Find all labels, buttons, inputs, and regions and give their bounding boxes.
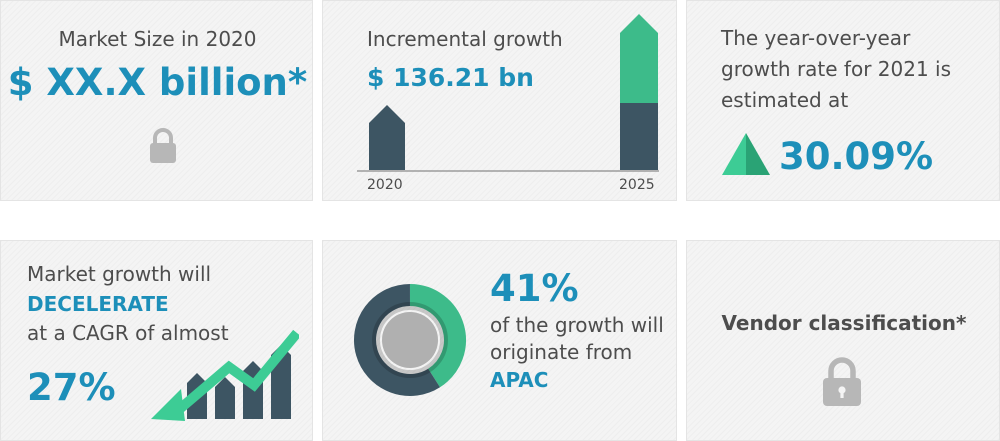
cagr-text-line1: Market growth will [27, 262, 212, 286]
cagr-decelerate: DECELERATE [27, 292, 169, 316]
market-size-card: Market Size in 2020 $ XX.X billion* [0, 0, 313, 201]
growth-bar-chart [357, 14, 659, 172]
lock-icon [150, 128, 176, 163]
donut-center [382, 312, 438, 368]
donut-slice-apac [409, 284, 466, 388]
cagr-value: 27% [27, 366, 116, 409]
lock-icon [823, 357, 861, 406]
bar-2025-increment [620, 14, 658, 103]
market-size-value: $ XX.X billion* [7, 61, 308, 104]
market-size-title: Market Size in 2020 [58, 27, 257, 51]
yoy-growth-card: The year-over-year growth rate for 2021 … [686, 0, 1000, 201]
region-text-line1: of the growth will [490, 313, 664, 337]
bar-2020 [369, 105, 405, 170]
declining-trend-icon [151, 329, 299, 421]
donut-slice-rest [354, 284, 440, 396]
regional-share-card: 41% of the growth will originate from AP… [322, 240, 677, 441]
incremental-growth-value: $ 136.21 bn [367, 63, 534, 92]
region-share-value: 41% [490, 267, 579, 310]
incremental-growth-card: Incremental growth $ 136.21 bn 2020 2025 [322, 0, 677, 201]
yoy-growth-value: 30.09% [779, 135, 934, 178]
axis-label-2020: 2020 [367, 177, 403, 193]
yoy-text-line3: estimated at [721, 88, 849, 112]
donut-chart-icon [354, 284, 466, 396]
region-name: APAC [490, 368, 549, 392]
axis-label-2025: 2025 [619, 177, 655, 193]
vendor-classification-card: Vendor classification* [686, 240, 1000, 441]
cagr-card: Market growth will DECELERATE at a CAGR … [0, 240, 313, 441]
vendor-classification-title: Vendor classification* [721, 311, 967, 335]
incremental-growth-title: Incremental growth [367, 27, 563, 51]
donut-inner-shadow [372, 302, 448, 378]
region-text-line2: originate from [490, 340, 633, 364]
bar-2025-base [620, 103, 658, 170]
cagr-text-line3: at a CAGR of almost [27, 321, 229, 345]
yoy-text-line1: The year-over-year [721, 26, 911, 50]
yoy-text-line2: growth rate for 2021 is [721, 57, 952, 81]
up-triangle-icon [722, 133, 770, 175]
